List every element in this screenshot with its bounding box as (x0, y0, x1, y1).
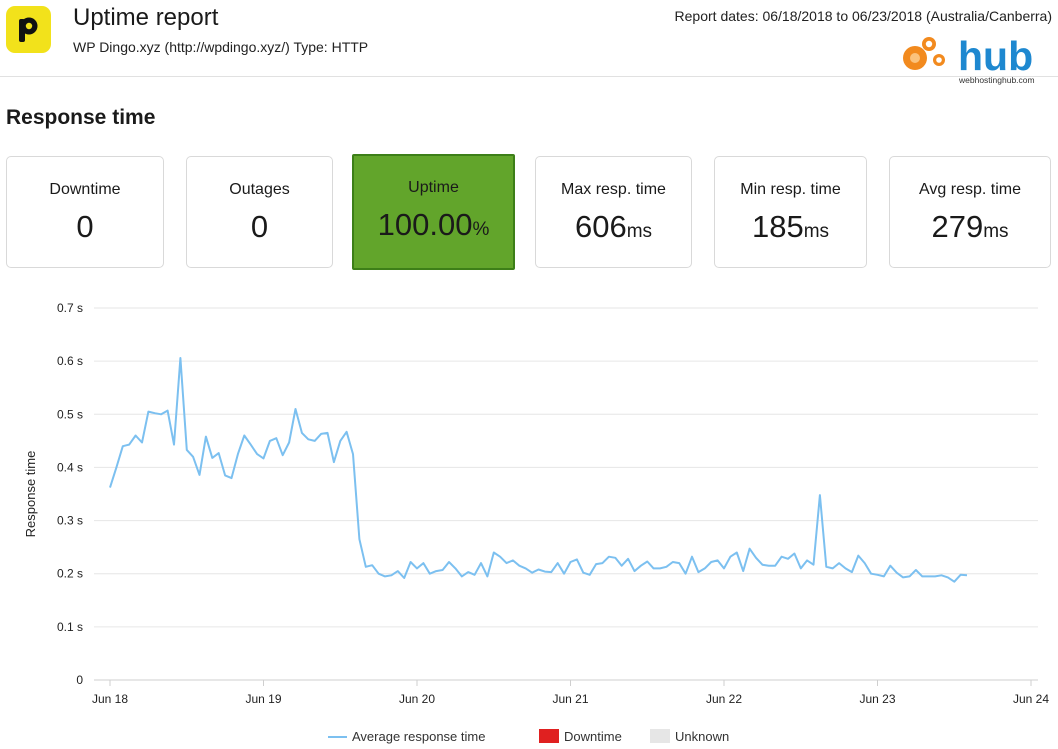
chart-legend: Average response time Downtime Unknown (0, 728, 1058, 746)
y-tick-label: 0.4 s (57, 460, 83, 474)
outages-value: 0 (187, 209, 332, 245)
uptime-unit: % (472, 219, 490, 240)
y-tick-label: 0.7 s (57, 301, 83, 315)
max-resp-value: 606ms (536, 209, 691, 245)
outages-label: Outages (229, 181, 290, 198)
hub-logo-text: hub (958, 33, 1033, 79)
avg-resp-unit: ms (983, 221, 1009, 242)
x-tick-label: Jun 21 (552, 692, 588, 706)
y-tick-label: 0 (76, 673, 83, 687)
legend-label-average: Average response time (352, 729, 486, 744)
downtime-value: 0 (7, 209, 163, 245)
max-resp-card: Max resp. time 606ms (535, 156, 692, 268)
x-tick-label: Jun 19 (245, 692, 281, 706)
x-tick-label: Jun 18 (92, 692, 128, 706)
y-axis-ticks: 0 0.1 s 0.2 s 0.3 s 0.4 s 0.5 s 0.6 s 0.7 s (57, 301, 83, 687)
p-logo-icon (19, 17, 38, 42)
x-tick-label: Jun 22 (706, 692, 742, 706)
chart-series (109, 357, 968, 583)
series-line-average-response-time (109, 357, 968, 583)
header-divider (0, 76, 1058, 77)
min-resp-number: 185 (751, 209, 804, 244)
max-resp-number: 606 (574, 209, 627, 244)
avg-resp-number: 279 (931, 209, 984, 244)
min-resp-unit: ms (803, 221, 830, 242)
webhostinghub-logo: hub webhostinghub.com (903, 33, 1035, 85)
y-tick-label: 0.5 s (57, 407, 83, 421)
downtime-number: 0 (76, 209, 94, 244)
hub-logo-domain: webhostinghub.com (958, 75, 1035, 85)
y-tick-label: 0.1 s (57, 620, 83, 634)
avg-resp-value: 279ms (890, 209, 1050, 245)
x-tick-label: Jun 20 (399, 692, 435, 706)
report-title: Uptime report (73, 4, 219, 31)
report-dates: Report dates: 06/18/2018 to 06/23/2018 (… (674, 8, 1052, 24)
outages-number: 0 (250, 209, 269, 244)
downtime-label: Downtime (49, 181, 121, 198)
min-resp-card: Min resp. time 185ms (714, 156, 867, 268)
y-tick-label: 0.2 s (57, 567, 83, 581)
pingdom-logo (6, 6, 51, 53)
response-time-chart: 0 0.1 s 0.2 s 0.3 s 0.4 s 0.5 s 0.6 s 0.7 s Jun… (23, 301, 1049, 706)
avg-resp-card: Avg resp. time 279ms (889, 156, 1051, 268)
max-resp-unit: ms (626, 221, 653, 242)
legend-line-swatch (328, 736, 347, 738)
legend-downtime-swatch (539, 729, 559, 743)
outages-card: Outages 0 (186, 156, 333, 268)
chart-gridlines (94, 307, 1038, 681)
y-axis-label: Response time (23, 451, 38, 538)
avg-resp-label: Avg resp. time (919, 181, 1021, 198)
legend-unknown-swatch (650, 729, 670, 743)
uptime-label: Uptime (408, 179, 459, 196)
y-tick-label: 0.6 s (57, 354, 83, 368)
uptime-card: Uptime 100.00% (352, 154, 515, 270)
x-tick-label: Jun 23 (859, 692, 895, 706)
uptime-value: 100.00% (354, 207, 513, 243)
downtime-card: Downtime 0 (6, 156, 164, 268)
section-title: Response time (6, 106, 156, 129)
uptime-number: 100.00 (377, 207, 473, 242)
legend-label-unknown: Unknown (675, 729, 730, 744)
min-resp-value: 185ms (715, 209, 866, 245)
report-subtitle: WP Dingo.xyz (http://wpdingo.xyz/) Type:… (73, 39, 369, 55)
min-resp-label: Min resp. time (740, 181, 841, 198)
x-tick-label: Jun 24 (1013, 692, 1049, 706)
x-axis-ticks: Jun 18 Jun 19 Jun 20 Jun 21 Jun 22 Jun 23 Jun … (92, 680, 1049, 706)
legend-label-downtime: Downtime (564, 729, 622, 744)
y-tick-label: 0.3 s (57, 514, 83, 528)
max-resp-label: Max resp. time (561, 181, 666, 198)
